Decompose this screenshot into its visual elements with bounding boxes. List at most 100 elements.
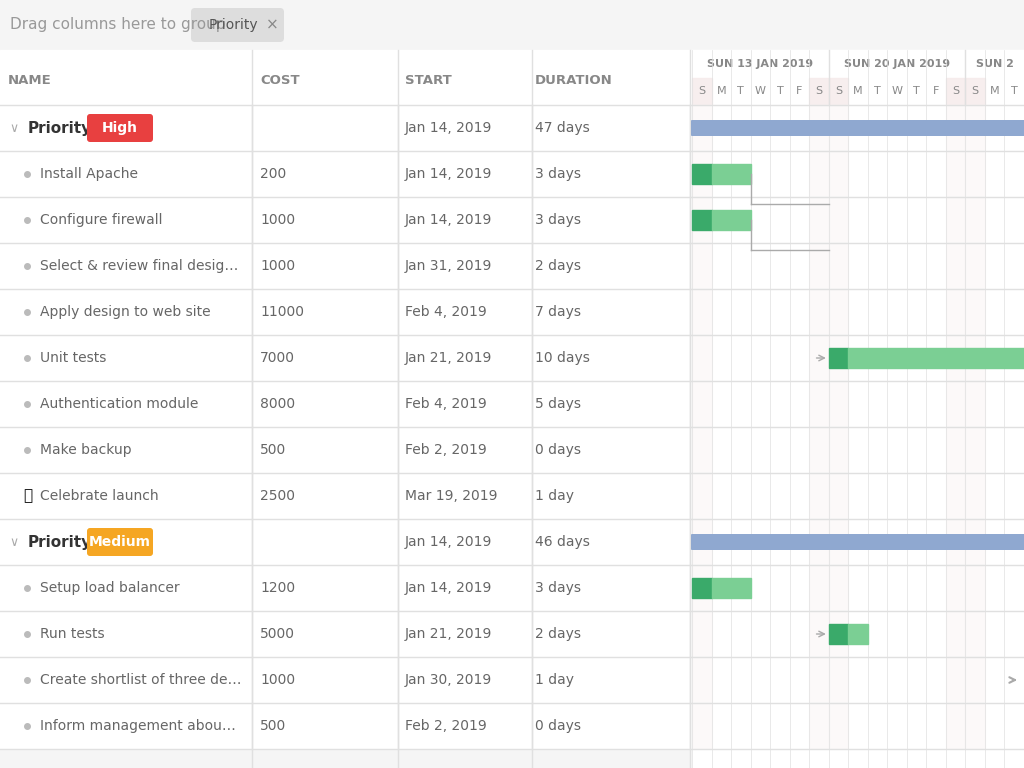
Bar [809,335,828,381]
Text: T: T [1011,87,1018,97]
Text: 1000: 1000 [260,673,295,687]
Bar [692,151,1024,197]
Bar [848,624,867,644]
Text: 5000: 5000 [260,627,295,641]
Bar [946,50,966,768]
Bar [828,624,848,644]
Bar [692,105,712,151]
Text: 1 day: 1 day [535,673,574,687]
Bar [692,197,1024,243]
Bar [946,657,966,703]
Text: T: T [776,87,783,97]
Bar [946,427,966,473]
Text: Celebrate launch: Celebrate launch [40,489,159,503]
Text: 3 days: 3 days [535,213,581,227]
Bar [809,473,828,519]
Bar [828,381,848,427]
Text: Run tests: Run tests [40,627,104,641]
Text: Jan 14, 2019: Jan 14, 2019 [406,213,493,227]
Bar [828,565,848,611]
Bar [946,289,966,335]
Bar [828,78,848,105]
Bar [828,703,848,749]
Bar [809,381,828,427]
Bar [809,427,828,473]
Text: SUN 2: SUN 2 [976,59,1014,69]
Bar [828,473,848,519]
Text: Setup load balancer: Setup load balancer [40,581,179,595]
Text: ×: × [265,18,279,32]
Text: NAME: NAME [8,74,52,87]
Bar [692,611,712,657]
Text: 500: 500 [260,443,287,457]
Text: Jan 30, 2019: Jan 30, 2019 [406,673,493,687]
Bar [692,565,712,611]
Bar [692,703,712,749]
Text: Configure firewall: Configure firewall [40,213,163,227]
Bar [0,151,692,197]
Bar [692,243,1024,289]
Bar [809,151,828,197]
Bar [828,427,848,473]
Text: Unit tests: Unit tests [40,351,106,365]
Bar [809,105,828,151]
Bar [946,197,966,243]
Text: S: S [952,87,959,97]
Text: Jan 31, 2019: Jan 31, 2019 [406,259,493,273]
Text: S: S [698,87,706,97]
Bar [828,105,848,151]
Text: Priority:: Priority: [28,535,98,549]
Bar [0,565,692,611]
Text: Jan 14, 2019: Jan 14, 2019 [406,581,493,595]
Bar [692,335,1024,381]
Bar [828,335,848,381]
Text: 2 days: 2 days [535,627,581,641]
Text: W: W [755,87,766,97]
FancyBboxPatch shape [691,120,1024,136]
Bar [828,50,848,768]
Bar [966,657,985,703]
Text: Medium: Medium [89,535,151,549]
Text: 3 days: 3 days [535,167,581,181]
Bar [692,519,1024,565]
Bar [966,243,985,289]
FancyBboxPatch shape [87,114,153,142]
Text: 8000: 8000 [260,397,295,411]
Bar [946,151,966,197]
Text: SUN 13 JAN 2019: SUN 13 JAN 2019 [708,59,813,69]
Bar [692,335,712,381]
Text: F: F [797,87,803,97]
Bar [809,50,828,768]
FancyBboxPatch shape [191,8,284,42]
Bar [828,611,848,657]
Bar [966,381,985,427]
Bar [809,657,828,703]
Bar [966,519,985,565]
Text: ∨: ∨ [9,121,18,134]
Bar [809,703,828,749]
Bar [692,657,712,703]
Text: Feb 4, 2019: Feb 4, 2019 [406,305,486,319]
Text: Select & review final desig…: Select & review final desig… [40,259,239,273]
Bar [692,151,712,197]
Text: Jan 14, 2019: Jan 14, 2019 [406,121,493,135]
Text: START: START [406,74,452,87]
Text: Create shortlist of three de…: Create shortlist of three de… [40,673,242,687]
Bar [692,197,712,243]
Text: Mar 19, 2019: Mar 19, 2019 [406,489,498,503]
Bar [966,565,985,611]
Bar [0,0,1024,50]
Text: S: S [835,87,842,97]
Text: ∨: ∨ [9,535,18,548]
Bar [692,427,1024,473]
Bar [809,289,828,335]
Text: 11000: 11000 [260,305,304,319]
Bar [946,78,966,105]
Text: T: T [913,87,920,97]
Bar [946,335,966,381]
Bar [712,210,751,230]
Bar [0,243,692,289]
Text: W: W [892,87,902,97]
Text: Feb 4, 2019: Feb 4, 2019 [406,397,486,411]
Text: 1000: 1000 [260,259,295,273]
